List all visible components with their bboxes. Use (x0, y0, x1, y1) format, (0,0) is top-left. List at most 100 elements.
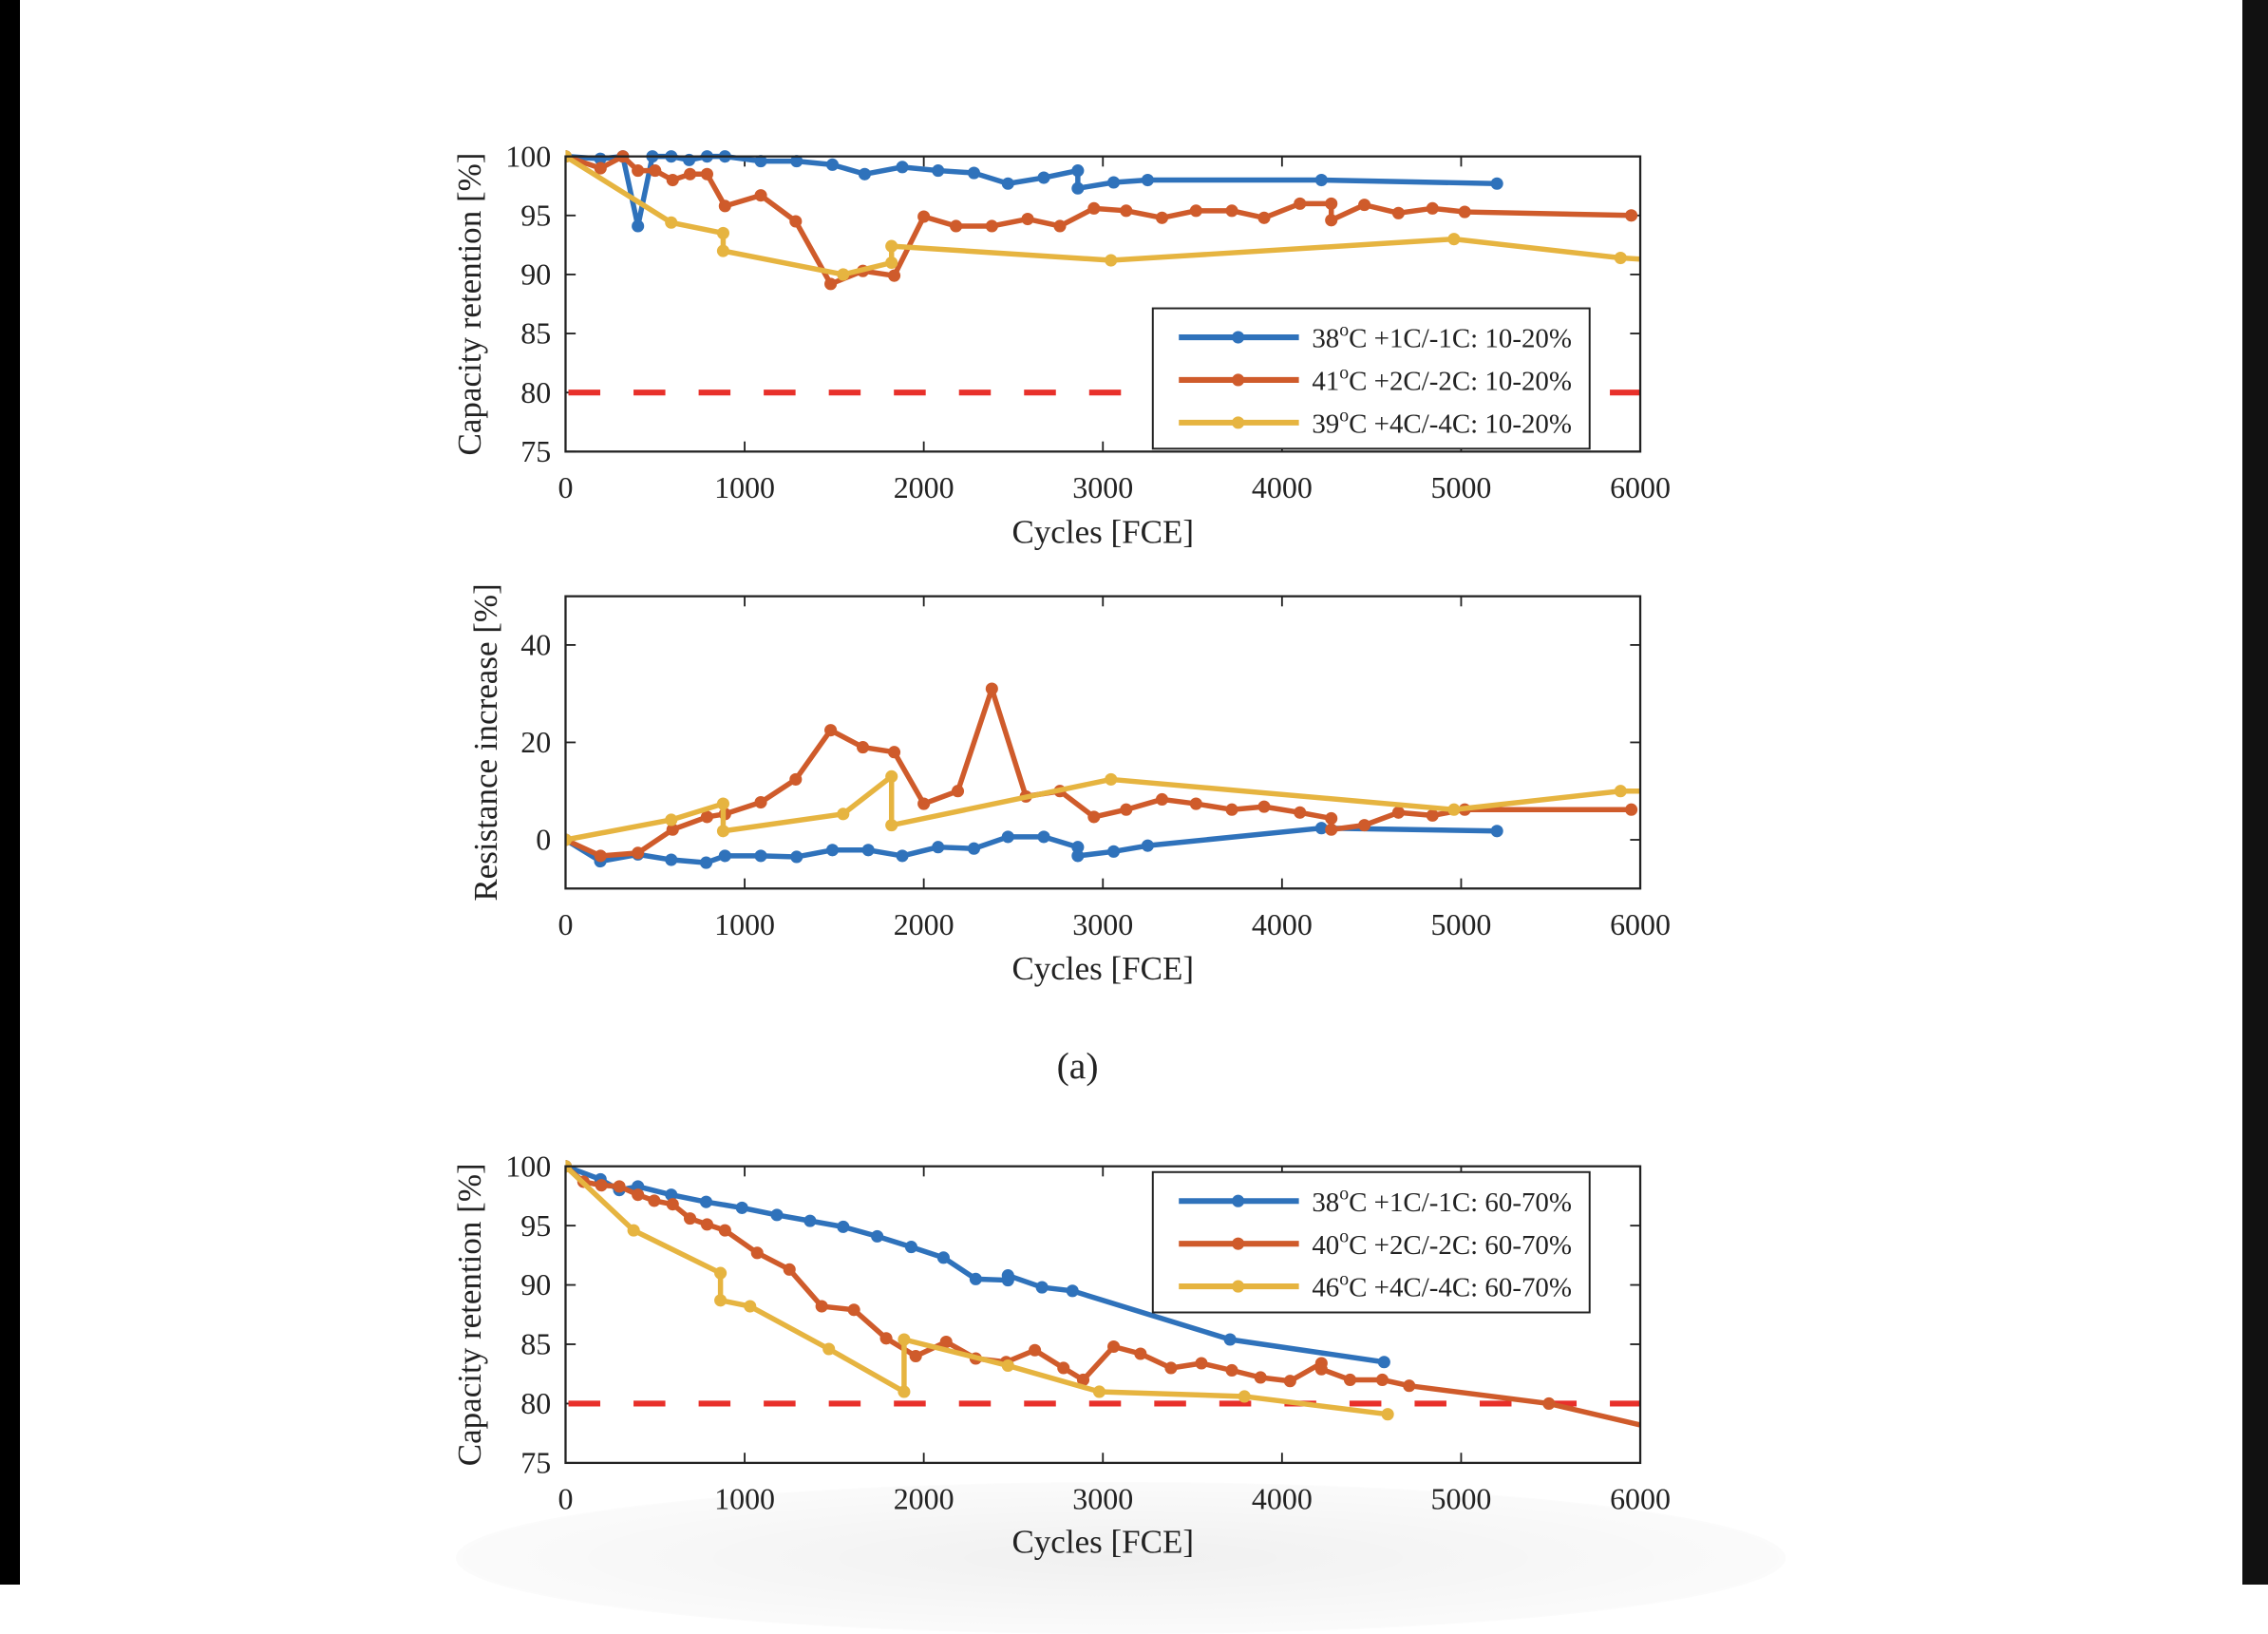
data-point (1092, 1385, 1106, 1398)
data-point (594, 162, 607, 175)
legend-label: 41oC +2C/-2C: 10-20% (1312, 362, 1572, 396)
data-point (1021, 212, 1034, 226)
y-tick-label: 95 (520, 199, 551, 232)
data-point (1107, 1340, 1121, 1354)
data-point (754, 155, 767, 168)
data-point (1087, 810, 1101, 824)
x-tick-label: 5000 (1430, 471, 1491, 504)
data-point (632, 219, 645, 233)
data-point (936, 1251, 950, 1264)
data-point (1066, 1284, 1079, 1298)
data-point (858, 167, 871, 180)
series-1 (565, 150, 1638, 291)
x-tick-label: 3000 (1072, 471, 1133, 504)
data-point (803, 1214, 817, 1227)
figure-caption: (a) (1057, 1045, 1099, 1087)
data-point (1238, 1390, 1251, 1403)
y-tick-label: 80 (520, 1387, 551, 1420)
data-point (1426, 201, 1439, 215)
data-point (1426, 808, 1439, 822)
x-tick-label: 6000 (1610, 908, 1671, 941)
x-tick-label: 1000 (714, 471, 775, 504)
data-point (699, 1195, 713, 1208)
y-axis-label: Capacity retention [%] (451, 1163, 488, 1466)
data-point (1029, 1343, 1042, 1357)
data-point (1001, 830, 1014, 844)
data-point (1001, 1269, 1014, 1282)
chart-2: 0 1000 2000 3000 4000 5000 6000 75 80 85 90 95 100 Cy… (451, 1150, 1671, 1560)
y-tick-label: 90 (520, 258, 551, 292)
data-point (632, 846, 645, 860)
data-point (1325, 197, 1338, 210)
y-tick-label: 40 (520, 629, 551, 662)
data-point (1164, 1361, 1178, 1375)
data-point (1071, 849, 1085, 863)
data-point (1381, 1408, 1394, 1421)
data-point (1375, 1373, 1389, 1387)
data-point (716, 825, 729, 838)
data-point (824, 724, 838, 737)
data-point (789, 215, 803, 228)
data-point (700, 167, 714, 180)
y-axis-label: Resistance increase [%] (467, 583, 504, 901)
data-point (825, 158, 840, 171)
data-point (917, 797, 931, 810)
data-point (665, 216, 678, 229)
data-point (967, 166, 981, 180)
data-point (1134, 1347, 1147, 1360)
data-point (1325, 214, 1338, 227)
data-point (967, 842, 981, 855)
chart-0: 0 1000 2000 3000 4000 5000 6000 75 80 85 90 95 100 Cy… (451, 140, 1671, 550)
legend-label: 39oC +4C/-4C: 10-20% (1312, 405, 1572, 439)
data-point (666, 823, 679, 836)
data-point (909, 1349, 922, 1363)
data-point (1447, 803, 1461, 816)
data-point (1325, 811, 1338, 825)
data-point (1325, 823, 1338, 836)
x-tick-label: 0 (558, 1483, 573, 1516)
data-point (714, 1266, 728, 1280)
data-point (594, 849, 607, 863)
legend-marker (1232, 1194, 1245, 1207)
x-tick-label: 4000 (1252, 1483, 1313, 1516)
x-tick-label: 4000 (1252, 908, 1313, 941)
legend-marker (1232, 331, 1245, 344)
x-tick-label: 2000 (894, 471, 954, 504)
data-point (754, 795, 767, 809)
data-point (904, 1241, 918, 1254)
legend-marker (1232, 1237, 1245, 1250)
data-point (699, 856, 713, 869)
data-point (718, 200, 731, 213)
legend-label: 46oC +4C/-4C: 60-70% (1312, 1269, 1572, 1303)
data-point (790, 850, 803, 864)
data-point (735, 1201, 748, 1214)
data-point (700, 810, 714, 824)
data-point (1225, 204, 1238, 218)
data-point (815, 1300, 828, 1313)
series-line (565, 153, 1632, 287)
x-tick-label: 0 (558, 471, 573, 504)
data-point (939, 1335, 953, 1349)
data-point (1189, 204, 1202, 218)
data-point (1625, 209, 1638, 222)
data-point (716, 244, 729, 257)
data-point (879, 1332, 893, 1345)
y-tick-label: 75 (520, 435, 551, 468)
data-point (898, 1385, 911, 1398)
data-point (770, 1208, 784, 1222)
data-point (1254, 1371, 1267, 1384)
data-point (1053, 219, 1067, 233)
data-point (1614, 785, 1627, 798)
data-point (824, 277, 838, 291)
data-point (649, 164, 662, 178)
data-point (613, 1180, 626, 1193)
series-0 (565, 822, 1503, 869)
data-point (1391, 206, 1405, 219)
y-tick-label: 75 (520, 1447, 551, 1480)
data-point (716, 226, 729, 239)
data-point (1107, 845, 1121, 858)
data-point (1087, 201, 1101, 215)
data-point (1283, 1375, 1296, 1388)
data-point (950, 219, 963, 233)
data-point (1358, 199, 1371, 212)
